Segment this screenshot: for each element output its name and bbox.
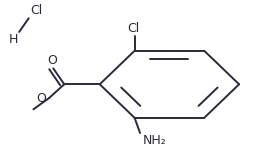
Text: NH₂: NH₂	[143, 135, 166, 147]
Text: H: H	[8, 33, 18, 46]
Text: O: O	[37, 92, 46, 105]
Text: Cl: Cl	[127, 22, 139, 35]
Text: O: O	[47, 54, 57, 67]
Text: Cl: Cl	[30, 4, 42, 17]
